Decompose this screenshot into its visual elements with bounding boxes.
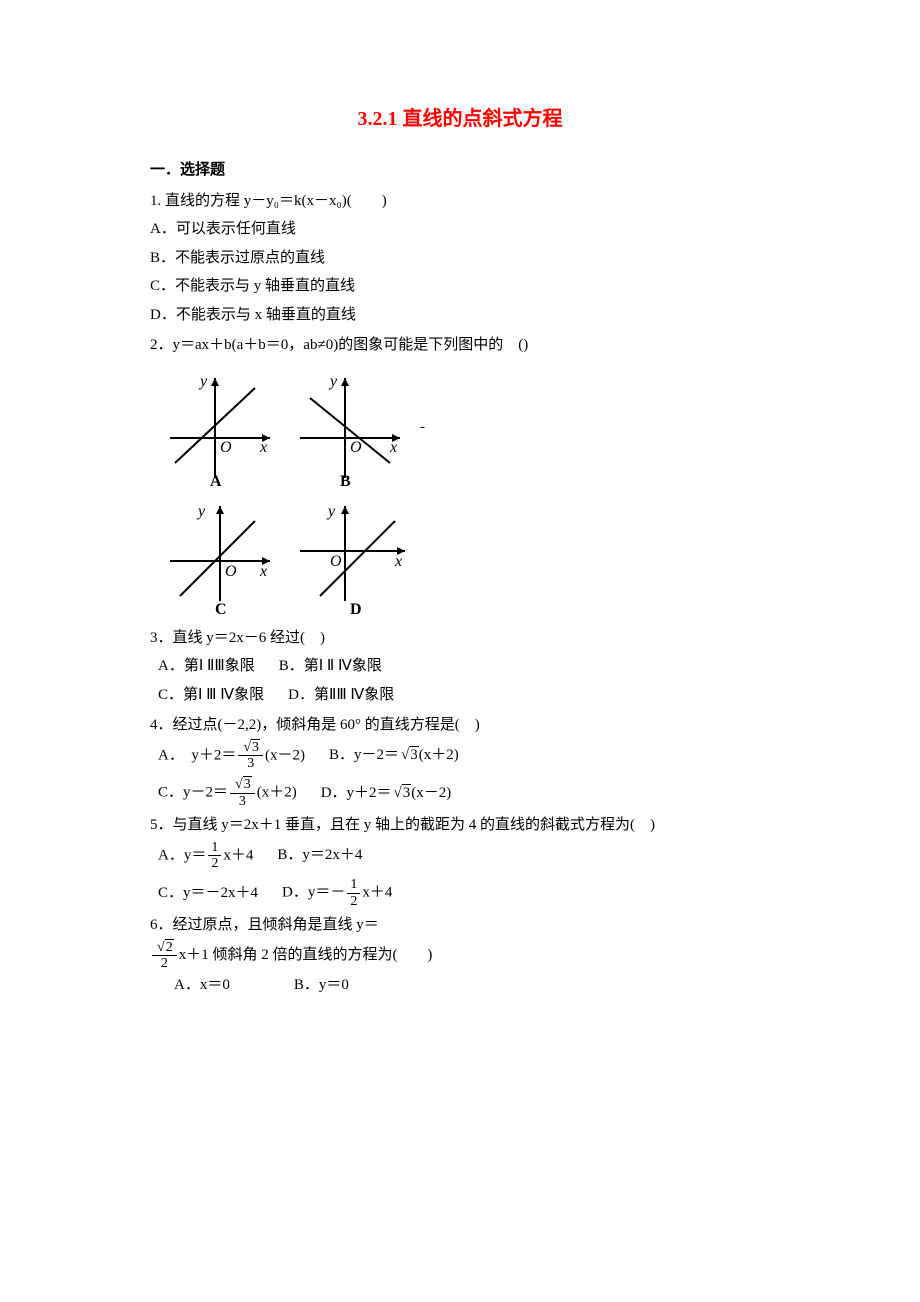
q6-stem-line1: 6．经过原点，且倾斜角是直线 y＝ [150, 911, 770, 940]
q1-opt-c: C．不能表示与 y 轴垂直的直线 [150, 272, 770, 301]
graphs-row-2: O x y C O x y D [160, 496, 770, 616]
svg-text:x: x [389, 439, 397, 456]
q5-opt-c: C．y＝－2x＋4 [158, 879, 258, 908]
q5-opt-a: A．y＝12x＋4 [158, 840, 253, 872]
svg-text:O: O [350, 439, 362, 456]
q6-opt-b: B．y＝0 [294, 971, 349, 1000]
q2-stem: 2．y＝ax＋b(a＋b＝0，ab≠0)的图象可能是下列图中的 () [150, 331, 770, 360]
page-title: 3.2.1 直线的点斜式方程 [150, 100, 770, 138]
svg-text:y: y [198, 373, 208, 390]
question-2: 2．y＝ax＋b(a＋b＝0，ab≠0)的图象可能是下列图中的 () O x y… [150, 331, 770, 616]
graph-d: O x y D [290, 496, 420, 616]
svg-text:O: O [330, 553, 342, 570]
q3-opt-c: C．第Ⅰ Ⅲ Ⅳ象限 [158, 681, 264, 710]
q6-frac: 2 2 [152, 940, 177, 972]
q6-opt-a: A．x＝0 [174, 971, 230, 1000]
q5-opt-b: B．y＝2x＋4 [277, 841, 362, 870]
q1-opt-a: A．可以表示任何直线 [150, 215, 770, 244]
graph-b: O x y B [290, 368, 420, 488]
svg-text:C: C [215, 601, 227, 616]
q3-stem: 3．直线 y＝2x－6 经过( ) [150, 624, 770, 653]
svg-text:O: O [225, 563, 237, 580]
graph-c: O x y C [160, 496, 290, 616]
svg-text:x: x [259, 439, 267, 456]
q3-opt-a: A．第Ⅰ ⅡⅢ象限 [158, 652, 255, 681]
q1-stem: 1. 直线的方程 y－y₀＝k(x－x₀)( ) [150, 187, 770, 216]
q4-opt-d: D．y＋2＝3(x－2) [321, 779, 452, 808]
q4-opt-c: C．y－2＝33(x＋2) [158, 777, 297, 809]
q1-opt-b: B．不能表示过原点的直线 [150, 244, 770, 273]
q1-opt-d: D．不能表示与 x 轴垂直的直线 [150, 301, 770, 330]
question-6: 6．经过原点，且倾斜角是直线 y＝ 2 2 x＋1 倾斜角 2 倍的直线的方程为… [150, 911, 770, 1000]
graph-dash: - [420, 413, 425, 442]
svg-text:x: x [394, 553, 402, 570]
svg-text:O: O [220, 439, 232, 456]
svg-text:y: y [326, 503, 336, 520]
q3-opt-b: B．第Ⅰ Ⅱ Ⅳ象限 [279, 652, 382, 681]
svg-text:x: x [259, 563, 267, 580]
q4-stem: 4．经过点(－2,2)，倾斜角是 60° 的直线方程是( ) [150, 711, 770, 740]
q4-opt-a: A． y＋2＝33(x－2) [158, 740, 305, 772]
question-4: 4．经过点(－2,2)，倾斜角是 60° 的直线方程是( ) A． y＋2＝33… [150, 711, 770, 809]
question-1: 1. 直线的方程 y－y₀＝k(x－x₀)( ) A．可以表示任何直线 B．不能… [150, 187, 770, 330]
q3-opt-d: D．第ⅡⅢ Ⅳ象限 [288, 681, 394, 710]
svg-text:y: y [328, 373, 338, 390]
q5-opt-d: D．y＝－12x＋4 [282, 877, 392, 909]
question-3: 3．直线 y＝2x－6 经过( ) A．第Ⅰ ⅡⅢ象限 B．第Ⅰ Ⅱ Ⅳ象限 C… [150, 624, 770, 710]
graph-a: O x y A [160, 368, 290, 488]
svg-text:B: B [340, 473, 351, 488]
q5-stem: 5．与直线 y＝2x＋1 垂直，且在 y 轴上的截距为 4 的直线的斜截式方程为… [150, 811, 770, 840]
q4-opt-b: B．y－2＝3(x＋2) [329, 741, 459, 770]
svg-text:A: A [210, 473, 222, 488]
question-5: 5．与直线 y＝2x＋1 垂直，且在 y 轴上的截距为 4 的直线的斜截式方程为… [150, 811, 770, 909]
svg-text:y: y [196, 503, 206, 520]
q6-stem-line2: x＋1 倾斜角 2 倍的直线的方程为( ) [179, 941, 433, 970]
svg-text:D: D [350, 601, 362, 616]
graphs-row-1: O x y A O x y B - [160, 368, 770, 488]
section-heading: 一．选择题 [150, 156, 770, 185]
